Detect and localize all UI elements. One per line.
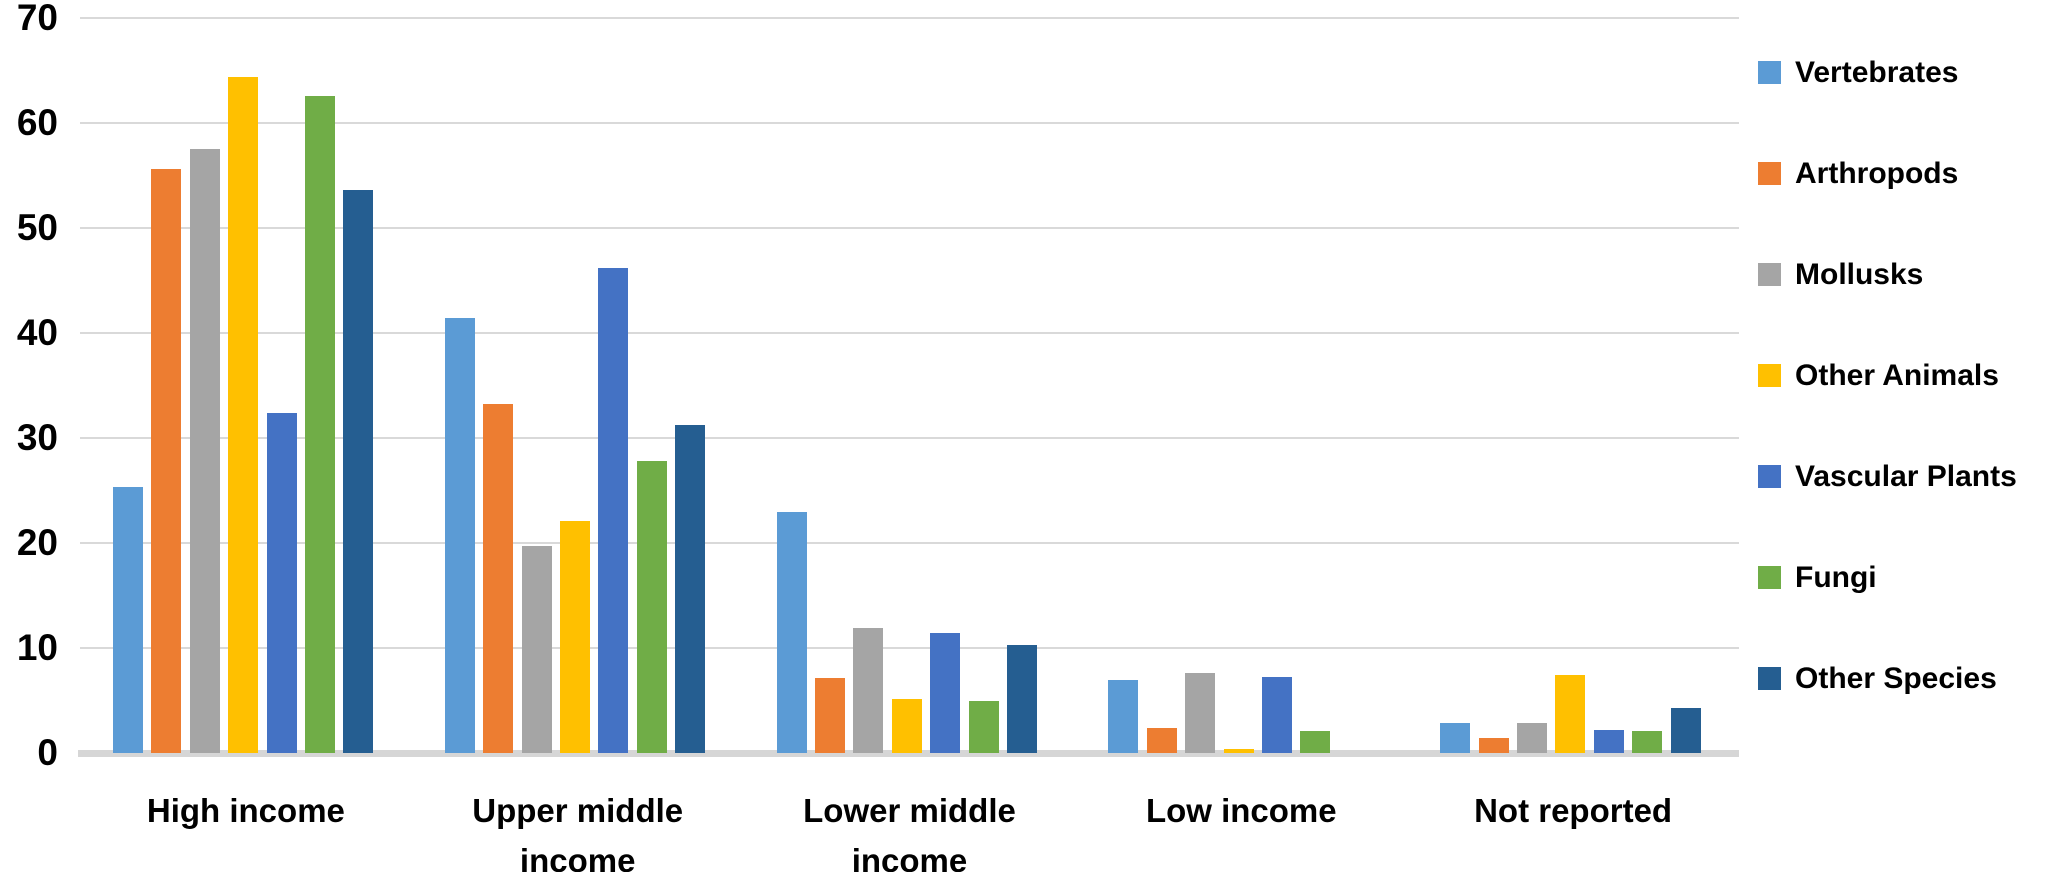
bar-other-species-high-income <box>343 190 374 753</box>
legend-label: Vertebrates <box>1795 55 1959 89</box>
legend-item-other-animals: Other Animals <box>1758 359 1999 392</box>
bar-vascular-plants-lower-middle-income <box>930 633 961 753</box>
y-axis-tick-label: 60 <box>16 102 58 143</box>
bar-arthropods-upper-middle-income <box>483 404 514 753</box>
x-axis-line <box>78 750 1739 757</box>
bar-mollusks-high-income <box>189 149 220 753</box>
legend-item-fungi: Fungi <box>1758 561 1877 594</box>
legend-swatch-vascular-plants <box>1758 465 1781 488</box>
bar-other-species-lower-middle-income <box>1007 644 1037 753</box>
legend-label: Other Animals <box>1795 358 1999 392</box>
bar-arthropods-high-income <box>151 169 182 753</box>
y-axis-tick-label: 40 <box>16 312 58 353</box>
legend-item-mollusks: Mollusks <box>1758 258 1923 291</box>
bar-vascular-plants-upper-middle-income <box>598 267 629 753</box>
legend-label: Fungi <box>1795 560 1877 594</box>
bar-vertebrates-high-income <box>113 487 143 753</box>
legend-item-arthropods: Arthropods <box>1758 157 1958 190</box>
legend-swatch-vertebrates <box>1758 61 1781 84</box>
bar-other-animals-low-income <box>1223 748 1254 753</box>
gridline <box>80 647 1739 649</box>
bar-other-animals-lower-middle-income <box>891 699 922 753</box>
y-axis-tick-label: 20 <box>16 522 58 563</box>
bar-fungi-upper-middle-income <box>636 461 667 753</box>
legend-item-vascular-plants: Vascular Plants <box>1758 460 2017 493</box>
bar-mollusks-lower-middle-income <box>853 628 884 753</box>
legend-item-other-species: Other Species <box>1758 662 1997 695</box>
bar-fungi-high-income <box>305 95 335 753</box>
bar-vascular-plants-high-income <box>266 412 297 753</box>
legend-item-vertebrates: Vertebrates <box>1758 56 1958 89</box>
legend-label: Mollusks <box>1795 257 1924 291</box>
legend-swatch-other-animals <box>1758 364 1781 387</box>
bar-mollusks-low-income <box>1185 673 1216 753</box>
gridline <box>80 542 1739 544</box>
bar-mollusks-upper-middle-income <box>521 546 552 753</box>
x-axis-category-label-upper-middle-income: Upper middle income <box>472 792 684 872</box>
bar-fungi-lower-middle-income <box>968 700 999 753</box>
bar-fungi-low-income <box>1300 730 1331 753</box>
legend-label: Arthropods <box>1795 156 1959 190</box>
bar-other-animals-not-reported <box>1555 675 1586 753</box>
y-axis-tick-label: 70 <box>16 0 58 38</box>
bar-arthropods-low-income <box>1146 727 1177 753</box>
legend-swatch-arthropods <box>1758 162 1781 185</box>
x-axis-category-label-low-income: Low income <box>1145 792 1337 829</box>
legend-swatch-mollusks <box>1758 263 1781 286</box>
x-axis-category-label-lower-middle-income: Lower middle income <box>803 792 1016 872</box>
gridline <box>80 122 1739 124</box>
bar-other-species-not-reported <box>1670 707 1701 753</box>
gridline <box>80 332 1739 334</box>
bar-vascular-plants-not-reported <box>1593 729 1624 753</box>
y-axis-tick-label: 0 <box>37 732 58 773</box>
legend: Vertebrates Arthropods Mollusks Other Anima… <box>1758 0 2052 872</box>
bar-vertebrates-lower-middle-income <box>776 511 807 753</box>
y-axis-tick-label: 50 <box>16 207 58 248</box>
x-axis-category-label-not-reported: Not reported <box>1474 792 1673 829</box>
legend-swatch-other-species <box>1758 667 1781 690</box>
bar-vertebrates-low-income <box>1108 679 1139 753</box>
bar-vertebrates-upper-middle-income <box>444 318 475 753</box>
bar-other-animals-high-income <box>228 76 259 753</box>
gridline <box>80 17 1739 19</box>
bar-other-species-upper-middle-income <box>675 425 706 753</box>
bar-other-animals-upper-middle-income <box>560 520 590 753</box>
bar-fungi-not-reported <box>1632 730 1663 753</box>
bar-vascular-plants-low-income <box>1262 677 1292 753</box>
gridline <box>80 437 1739 439</box>
legend-label: Vascular Plants <box>1795 459 2017 493</box>
x-axis-category-label-high-income: High income <box>146 792 345 829</box>
y-axis-tick-label: 10 <box>16 627 58 668</box>
legend-swatch-fungi <box>1758 566 1781 589</box>
legend-label: Other Species <box>1795 661 1997 695</box>
bar-arthropods-lower-middle-income <box>815 678 845 753</box>
gridline <box>80 227 1739 229</box>
bar-mollusks-not-reported <box>1517 722 1547 753</box>
y-axis-tick-label: 30 <box>16 417 58 458</box>
bar-vertebrates-not-reported <box>1440 722 1471 753</box>
bar-arthropods-not-reported <box>1478 738 1509 753</box>
